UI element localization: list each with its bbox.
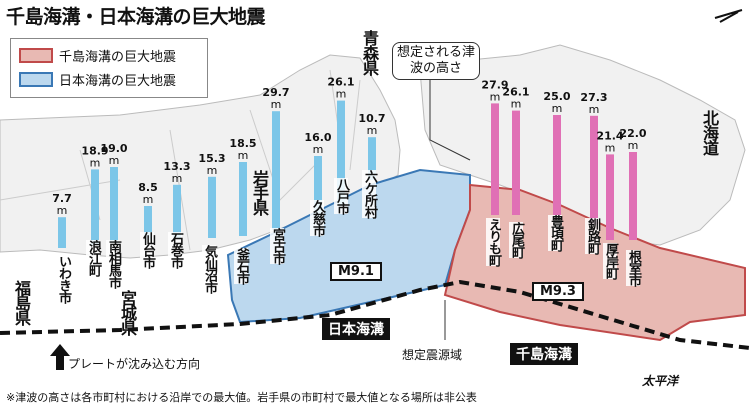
pacific-ocean-label: 太平洋	[642, 374, 679, 388]
japan-value-label-0: 7.7	[52, 192, 72, 205]
chishima-city-label-4: 厚岸町	[603, 243, 618, 279]
japan-unit-label-8: m	[313, 143, 324, 156]
chishima-unit-label-5: m	[628, 139, 639, 152]
japan-bar-3	[144, 206, 152, 240]
chishima-bar-2	[553, 115, 561, 215]
source-area-label: 想定震源域	[402, 346, 463, 363]
trench-label-chishima: 千島海溝	[510, 343, 578, 365]
chishima-value-label-2: 25.0	[543, 90, 570, 103]
japan-bar-5	[208, 176, 216, 238]
japan-unit-label-6: m	[238, 149, 249, 162]
japan-value-label-6: 18.5	[229, 137, 256, 150]
japan-bar-8	[314, 156, 322, 220]
prefecture-hokkaido: 北海道	[700, 110, 719, 155]
magnitude-japan: M9.1	[330, 262, 382, 281]
plate-direction-arrow-icon	[50, 344, 70, 370]
japan-bar-10	[368, 137, 376, 180]
footnote: ※津波の高さは各市町村における沿岸での最大値。岩手県の市町村で最大値となる場所は…	[6, 391, 477, 404]
japan-bar-4	[173, 184, 181, 238]
plate-direction-label: プレートが沈み込む方向	[68, 357, 201, 371]
chishima-bar-4	[606, 154, 614, 240]
magnitude-chishima: M9.3	[532, 282, 584, 301]
chishima-value-label-0: 27.9	[481, 78, 508, 91]
japan-unit-label-1: m	[90, 156, 101, 169]
japan-city-label-0: いわき市	[56, 255, 71, 303]
prefecture-fukushima: 福島県	[12, 280, 31, 325]
japan-bar-6	[239, 162, 247, 236]
japan-value-label-4: 13.3	[163, 160, 190, 173]
hokkaido-land	[419, 44, 746, 246]
legend-label-chishima: 千島海溝の巨大地震	[59, 49, 177, 65]
legend: 千島海溝の巨大地震 日本海溝の巨大地震	[10, 38, 208, 98]
legend-label-japan: 日本海溝の巨大地震	[59, 73, 177, 89]
tsunami-height-callout: 想定される津波の高さ	[392, 42, 480, 80]
japan-bar-7	[272, 111, 280, 230]
chishima-unit-label-1: m	[511, 98, 522, 111]
chishima-bar-0	[491, 103, 499, 215]
japan-value-label-9: 26.1	[327, 76, 354, 89]
chishima-unit-label-3: m	[589, 103, 600, 116]
chishima-value-label-1: 26.1	[502, 86, 529, 99]
japan-city-label-1: 浪江町	[86, 240, 101, 276]
japan-unit-label-4: m	[172, 172, 183, 185]
japan-bar-1	[91, 169, 99, 245]
japan-city-label-5: 気仙沼市	[202, 245, 217, 293]
japan-unit-label-5: m	[207, 164, 218, 177]
japan-city-label-2: 南相馬市	[106, 240, 121, 288]
japan-bar-group: 7.7m18.9m19.0m8.5m13.3m15.3m18.5m29.7m16…	[52, 76, 386, 248]
chishima-city-label-3: 釧路町	[585, 218, 600, 254]
japan-value-label-5: 15.3	[198, 152, 225, 165]
chishima-bar-3	[590, 115, 598, 225]
trench-line	[0, 279, 750, 350]
chishima-value-label-3: 27.3	[580, 91, 607, 104]
legend-swatch-chishima	[19, 47, 53, 63]
chishima-bar-1	[512, 110, 520, 215]
japan-city-label-10: 六ケ所村	[362, 170, 377, 218]
japan-value-label-2: 19.0	[100, 142, 127, 155]
japan-city-label-7: 宮古市	[270, 228, 285, 264]
japan-city-label-6: 釜石市	[234, 248, 249, 284]
page-title: 千島海溝・日本海溝の巨大地震	[6, 6, 266, 28]
prefecture-iwate: 岩手県	[250, 170, 269, 215]
callout-leader-line	[429, 80, 471, 161]
japan-unit-label-9: m	[336, 88, 347, 101]
japan-city-label-8: 久慈市	[310, 200, 325, 236]
chishima-unit-label-2: m	[552, 102, 563, 115]
japan-unit-label-7: m	[271, 98, 282, 111]
chishima-city-label-0: えりも町	[486, 218, 501, 266]
japan-bar-0	[58, 217, 66, 248]
japan-unit-label-0: m	[57, 204, 68, 217]
chishima-city-label-1: 広尾町	[509, 222, 524, 258]
japan-unit-label-3: m	[143, 193, 154, 206]
chishima-value-label-4: 21.4	[596, 129, 623, 142]
chishima-bar-5	[629, 152, 637, 240]
trench-label-japan: 日本海溝	[322, 318, 390, 340]
chishima-city-label-5: 根室市	[626, 250, 641, 286]
japan-value-label-10: 10.7	[358, 112, 385, 125]
japan-value-label-1: 18.9	[81, 144, 108, 157]
legend-item-chishima: 千島海溝の巨大地震	[19, 45, 176, 65]
compass-north-icon	[714, 9, 743, 23]
chishima-value-label-5: 22.0	[619, 127, 646, 140]
japan-unit-label-2: m	[109, 154, 120, 167]
japan-value-label-8: 16.0	[304, 131, 331, 144]
chishima-unit-label-4: m	[605, 141, 616, 154]
japan-city-label-9: 八戸市	[334, 178, 349, 214]
japan-bar-9	[337, 100, 345, 205]
japan-value-label-7: 29.7	[262, 86, 289, 99]
japan-city-label-3: 仙台市	[140, 232, 155, 268]
chishima-unit-label-0: m	[490, 90, 501, 103]
prefecture-miyagi: 宮城県	[118, 290, 137, 335]
japan-city-label-4: 石巻市	[168, 232, 183, 268]
legend-swatch-japan	[19, 71, 53, 87]
prefecture-aomori: 青森県	[360, 30, 379, 75]
japan-value-label-3: 8.5	[138, 181, 158, 194]
japan-bar-2	[110, 167, 118, 243]
japan-unit-label-10: m	[367, 124, 378, 137]
chishima-city-label-2: 豊頃町	[548, 215, 563, 251]
legend-item-japan: 日本海溝の巨大地震	[19, 69, 176, 89]
